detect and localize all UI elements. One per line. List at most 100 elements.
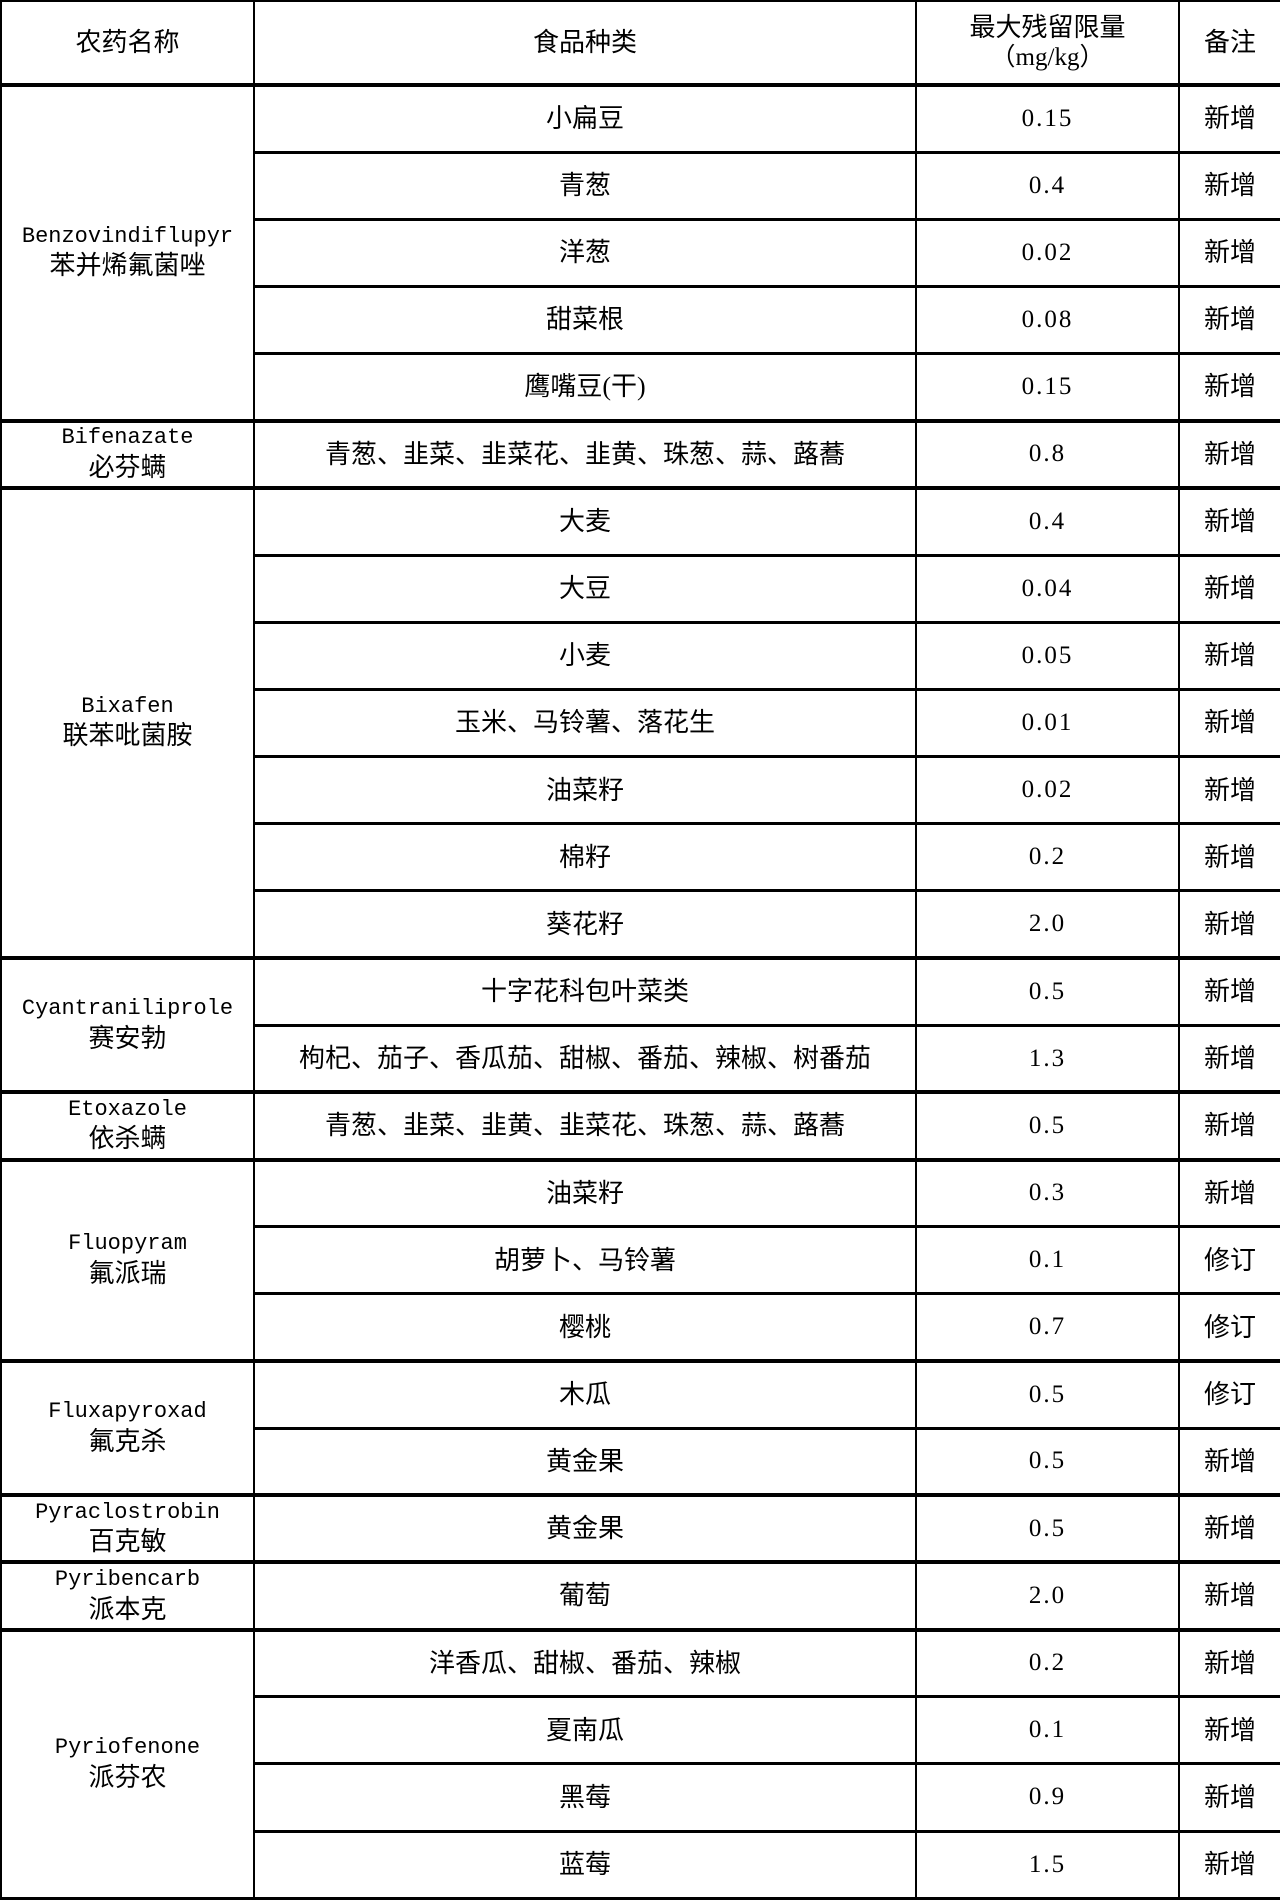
note-cell: 新增 [1178,1627,1280,1699]
limit-cell: 0.02 [915,755,1180,826]
food-cell: 黄金果 [253,1426,917,1497]
header-note: 备注 [1178,0,1280,86]
limit-cell: 0.02 [915,217,1180,288]
food-cell: 青葱、韭菜、韭菜花、韭黄、珠葱、蒜、蕗蕎 [253,418,917,490]
note-cell: 新增 [1178,1762,1280,1833]
limit-cell: 0.5 [915,1090,1180,1162]
pesticide-name-zh: 苯并烯氟菌唑 [49,251,206,281]
limit-cell: 2.0 [915,1560,1180,1632]
pesticide-name-zh: 必芬螨 [88,452,167,482]
limit-cell: 0.9 [915,1762,1180,1833]
food-cell: 黄金果 [253,1493,917,1564]
table-row: Cyantraniliprole 赛安勃 十字花科包叶菜类 0.5 新增 [0,956,1280,1094]
food-cell: 小扁豆 [253,82,917,154]
header-food-type: 食品种类 [253,0,917,86]
table-row: 枸杞、茄子、香瓜茄、甜椒、番茄、辣椒、树番茄 1.3 新增 [1,1023,1280,1094]
table-row: Fluopyram 氟派瑞 油菜籽 0.3 新增 [0,1157,1280,1363]
note-cell: 新增 [1178,418,1280,490]
pesticide-name-zh: 依杀螨 [88,1124,167,1154]
note-cell: 新增 [1178,352,1280,423]
pesticide-name-cell: Cyantraniliprole 赛安勃 [0,956,255,1094]
header-max-residue-limit-line1: 最大残留限量 [969,12,1126,42]
note-cell: 新增 [1178,1426,1280,1497]
table-row: 夏南瓜 0.1 新增 [1,1695,1280,1766]
pesticide-name-en: Benzovindiflupyr [21,223,234,249]
limit-cell: 0.8 [915,418,1180,490]
food-cell: 青葱 [253,150,917,221]
pesticide-name-cell: Bifenazate 必芬螨 [0,418,255,490]
note-cell: 新增 [1178,82,1280,154]
pesticide-name-en: Pyribencarb [54,1567,201,1593]
note-cell: 新增 [1178,485,1280,557]
note-cell: 修订 [1178,1225,1280,1296]
pesticide-name-en: Fluopyram [68,1231,187,1257]
header-row: 农药名称 食品种类 最大残留限量 （mg/kg） 备注 [0,0,1280,86]
table-row: Pyriofenone 派芬农 洋香瓜、甜椒、番茄、辣椒 0.2 新增 [0,1627,1280,1900]
limit-cell: 0.7 [915,1292,1180,1363]
food-cell: 鹰嘴豆(干) [253,352,917,423]
pesticide-name-cell: Etoxazole 依杀螨 [0,1090,255,1162]
note-cell: 新增 [1178,1023,1280,1094]
limit-cell: 0.4 [915,150,1180,221]
pesticide-name-en: Fluxapyroxad [48,1399,207,1425]
note-cell: 新增 [1178,553,1280,624]
table-row: Fluxapyroxad 氟克杀 木瓜 0.5 修订 [0,1358,1280,1497]
pesticide-name-zh: 氟克杀 [88,1426,167,1456]
food-cell: 蓝莓 [253,1829,917,1901]
pesticide-name-en: Bixafen [81,693,174,719]
food-cell: 夏南瓜 [253,1695,917,1766]
note-cell: 新增 [1178,1090,1280,1162]
table-row: 小麦 0.05 新增 [1,620,1280,691]
pesticide-name-zh: 派芬农 [88,1762,167,1792]
food-cell: 洋香瓜、甜椒、番茄、辣椒 [253,1627,917,1699]
note-cell: 新增 [1178,1157,1280,1229]
table-row: Bixafen 联苯吡菌胺 大麦 0.4 新增 [0,485,1280,960]
limit-cell: 0.08 [915,284,1180,356]
food-cell: 葵花籽 [253,889,917,960]
pesticide-name-zh: 派本克 [88,1594,167,1624]
limit-cell: 0.5 [915,956,1180,1027]
limit-cell: 0.4 [915,485,1180,557]
pesticide-name-en: Bifenazate [61,425,194,451]
pesticide-name-zh: 百克敏 [88,1527,167,1557]
food-cell: 樱桃 [253,1292,917,1363]
food-cell: 大豆 [253,553,917,624]
food-cell: 木瓜 [253,1358,917,1430]
limit-cell: 0.2 [915,1627,1180,1699]
pesticide-name-zh: 联苯吡菌胺 [62,721,193,751]
pesticide-name-cell: Pyribencarb 派本克 [0,1560,255,1632]
limit-cell: 0.04 [915,553,1180,624]
table-row: Pyraclostrobin 百克敏 黄金果 0.5 新增 [0,1493,1280,1564]
table-row: 大豆 0.04 新增 [1,553,1280,624]
limit-cell: 1.5 [915,1829,1180,1901]
pesticide-name-cell: Bixafen 联苯吡菌胺 [0,485,255,960]
note-cell: 新增 [1178,1493,1280,1564]
limit-cell: 0.15 [915,352,1180,423]
table-row: 油菜籽 0.02 新增 [1,755,1280,826]
table-row: 玉米、马铃薯、落花生 0.01 新增 [1,687,1280,759]
limit-cell: 2.0 [915,889,1180,960]
pesticide-name-zh: 赛安勃 [88,1023,167,1053]
table-row: Pyribencarb 派本克 葡萄 2.0 新增 [0,1560,1280,1632]
pesticide-name-cell: Benzovindiflupyr 苯并烯氟菌唑 [0,83,255,423]
table-row: 黄金果 0.5 新增 [1,1426,1280,1497]
table-row: Bifenazate 必芬螨 青葱、韭菜、韭菜花、韭黄、珠葱、蒜、蕗蕎 0.8 新增 [0,418,1280,490]
limit-cell: 0.01 [915,687,1180,759]
pesticide-name-cell: Fluopyram 氟派瑞 [0,1157,255,1363]
limit-cell: 0.2 [915,822,1180,893]
note-cell: 新增 [1178,1560,1280,1632]
limit-cell: 0.05 [915,620,1180,691]
limit-cell: 0.5 [915,1426,1180,1497]
food-cell: 洋葱 [253,217,917,288]
table-row: 洋葱 0.02 新增 [1,217,1280,288]
table-row: Benzovindiflupyr 苯并烯氟菌唑 小扁豆 0.15 新增 [0,82,1280,423]
pesticide-name-cell: Pyriofenone 派芬农 [0,1627,255,1900]
note-cell: 新增 [1178,1695,1280,1766]
note-cell: 新增 [1178,284,1280,356]
food-cell: 枸杞、茄子、香瓜茄、甜椒、番茄、辣椒、树番茄 [253,1023,917,1094]
food-cell: 大麦 [253,485,917,557]
pesticide-name-en: Cyantraniliprole [21,996,234,1022]
pesticide-name-en: Pyriofenone [54,1735,201,1761]
pesticide-name-cell: Fluxapyroxad 氟克杀 [0,1358,255,1497]
